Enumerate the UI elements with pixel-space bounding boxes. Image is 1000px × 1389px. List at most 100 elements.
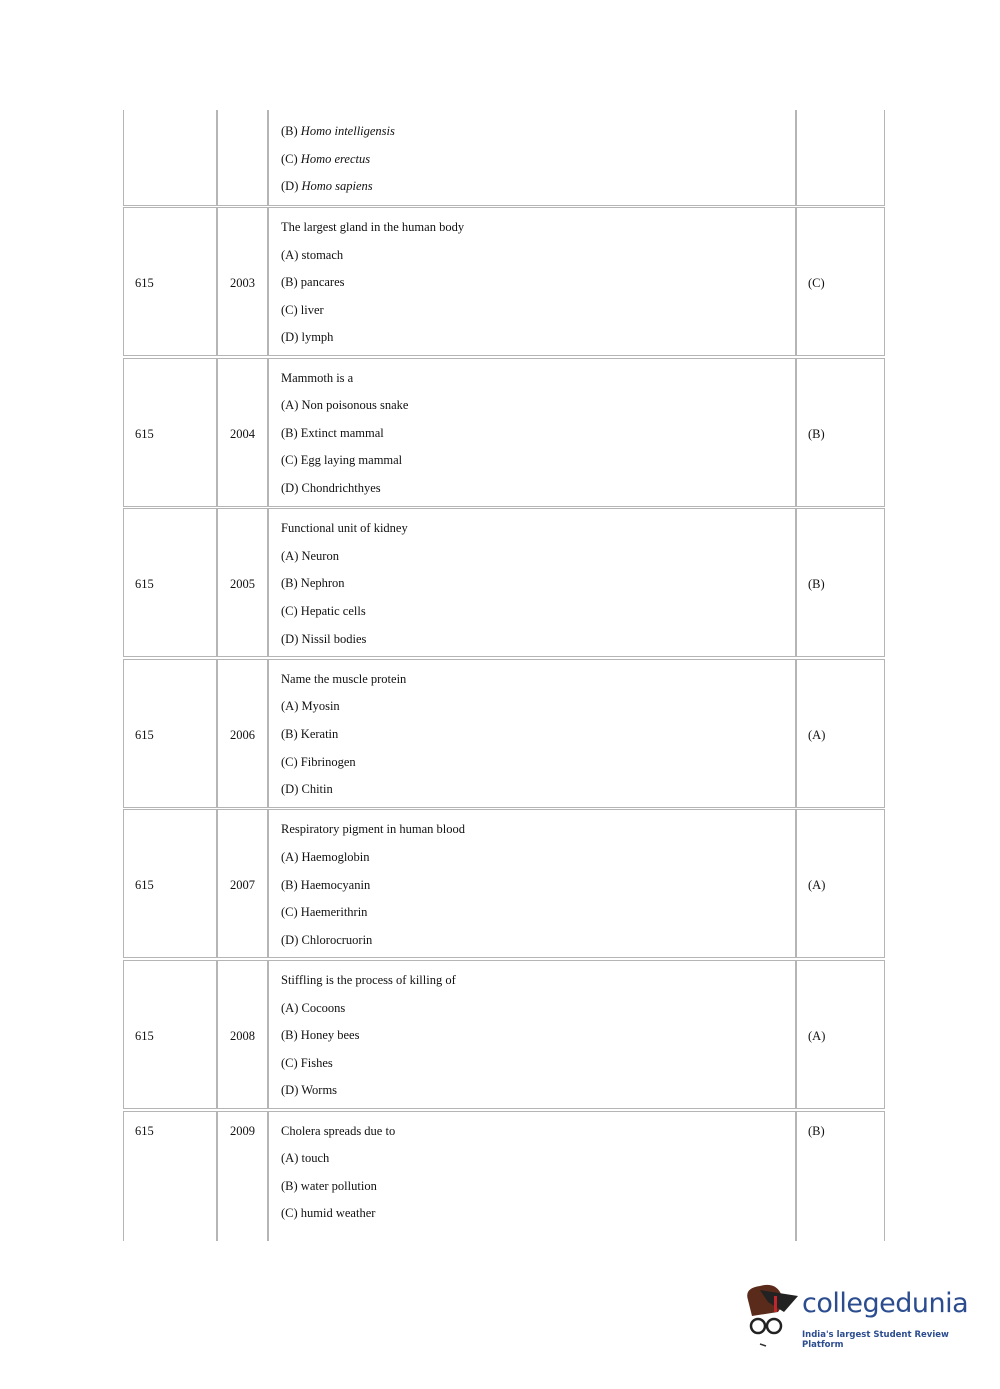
number-cell: 2003 [217,207,268,356]
answer-value: (A) [808,727,826,742]
question-cell: Functional unit of kidney (A) Neuron (B) N… [268,508,796,658]
question-text: Respiratory pigment in human blood [281,822,466,837]
option: (B) Honey bees [281,1028,360,1043]
option: (C) Hepatic cells [281,603,366,618]
option-text: Homo erectus [300,151,371,166]
code-cell: 615 [123,809,217,959]
question-text: Cholera spreads due to [281,1123,396,1138]
question-text: Mammoth is a [281,370,354,385]
option: (B) Haemocyanin [281,877,371,892]
option-text: Homo intelligensis [300,124,395,138]
code-cell: 615 [123,658,217,808]
question-number: 2009 [230,1123,255,1138]
mascot-icon [747,1284,798,1347]
option: (A) touch [281,1151,330,1166]
option: (B) pancares [281,275,345,290]
answer-value: (A) [808,1029,826,1043]
option: (A) Non poisonous snake [281,398,409,413]
question-text: The largest gland in the human body [281,220,465,234]
question-cell: The largest gland in the human body (A) s… [268,207,796,356]
option: (D) Worms [281,1083,338,1098]
answer-cell: (C) [796,207,885,356]
option: (C) Egg laying mammal [281,453,403,468]
option: (A) Myosin [281,699,340,714]
code-value: 615 [135,878,154,893]
option: (B) Homo intelligensis [281,124,395,138]
number-cell: 2008 [217,960,268,1109]
code-cell: 615 [123,960,217,1109]
option: (A) Neuron [281,548,339,563]
option: (A) Haemoglobin [281,849,370,864]
answer-value: (A) [808,878,826,893]
question-cell: Cholera spreads due to (A) touch (B) water… [268,1110,796,1241]
code-value: 615 [135,727,154,742]
code-value: 615 [135,1029,154,1043]
question-text: Name the muscle protein [281,671,407,686]
question-number: 2007 [230,878,255,893]
code-value: 615 [135,426,154,441]
option: (C) liver [281,302,324,317]
option: (C) Haemerithrin [281,905,368,920]
option: (A) Cocoons [281,1000,346,1015]
number-cell: 2004 [217,357,268,507]
question-cell: Stiffling is the process of killing of (A… [268,960,796,1109]
option: (D) lymph [281,330,334,345]
question-cell: Mammoth is a (A) Non poisonous snake (B) E… [268,357,796,507]
option: (D) Chlorocruorin [281,932,373,947]
number-cell: 2007 [217,809,268,959]
answer-cell [796,110,885,206]
question-number: 2004 [230,426,255,441]
option: (D) Chitin [281,782,333,797]
option-label: (B) [281,124,298,138]
option-label: (D) [281,179,299,194]
answer-cell: (A) [796,960,885,1109]
answer-cell: (A) [796,658,885,808]
code-value: 615 [135,1123,154,1138]
option: (B) water pollution [281,1178,377,1193]
option: (C) humid weather [281,1206,376,1221]
question-text: Functional unit of kidney [281,521,408,536]
answer-cell: (A) [796,809,885,959]
logo-tagline: India's largest Student Review Platform [802,1330,949,1350]
number-cell: 2005 [217,508,268,658]
question-cell: Name the muscle protein (A) Myosin (B) Ker… [268,658,796,808]
answer-value: (B) [808,577,825,592]
option: (C) Homo erectus [281,152,370,166]
code-cell: 615 [123,207,217,356]
option: (C) Fishes [281,1055,333,1070]
question-cell: Respiratory pigment in human blood (A) Ha… [268,809,796,959]
answer-value: (B) [808,426,825,441]
option: (D) Chondrichthyes [281,480,381,495]
answer-cell: (B) [796,508,885,658]
option: (D) Nissil bodies [281,631,367,646]
answer-cell: (B) [796,1110,885,1241]
option-text: Homo sapiens [301,179,373,194]
option: (D) Homo sapiens [281,179,373,193]
question-number: 2008 [230,1029,255,1043]
question-text: Stiffling is the process of killing of [281,973,456,987]
option: (A) stomach [281,247,344,262]
option: (B) Extinct mammal [281,425,384,440]
number-cell [217,110,268,206]
answer-cell: (B) [796,357,885,507]
code-value: 615 [135,577,154,592]
code-cell: 615 [123,357,217,507]
logo-wordmark: collegedunia [802,1288,969,1319]
option: (C) Fibrinogen [281,754,356,769]
option: (B) Nephron [281,576,345,591]
number-cell: 2009 [217,1110,268,1241]
answer-value: (B) [808,1123,825,1138]
option: (B) Keratin [281,726,339,741]
code-cell [123,110,217,206]
answer-value: (C) [808,276,825,290]
collegedunia-logo: collegedunia India's largest Student Rev… [740,1282,980,1352]
option-label: (C) [281,151,298,166]
code-cell: 615 [123,1110,217,1241]
question-number: 2006 [230,727,255,742]
code-value: 615 [135,276,154,290]
code-cell: 615 [123,508,217,658]
question-number: 2003 [230,276,255,290]
question-number: 2005 [230,577,255,592]
number-cell: 2006 [217,658,268,808]
question-cell: (B) Homo intelligensis (C) Homo erectus (D… [268,110,796,206]
